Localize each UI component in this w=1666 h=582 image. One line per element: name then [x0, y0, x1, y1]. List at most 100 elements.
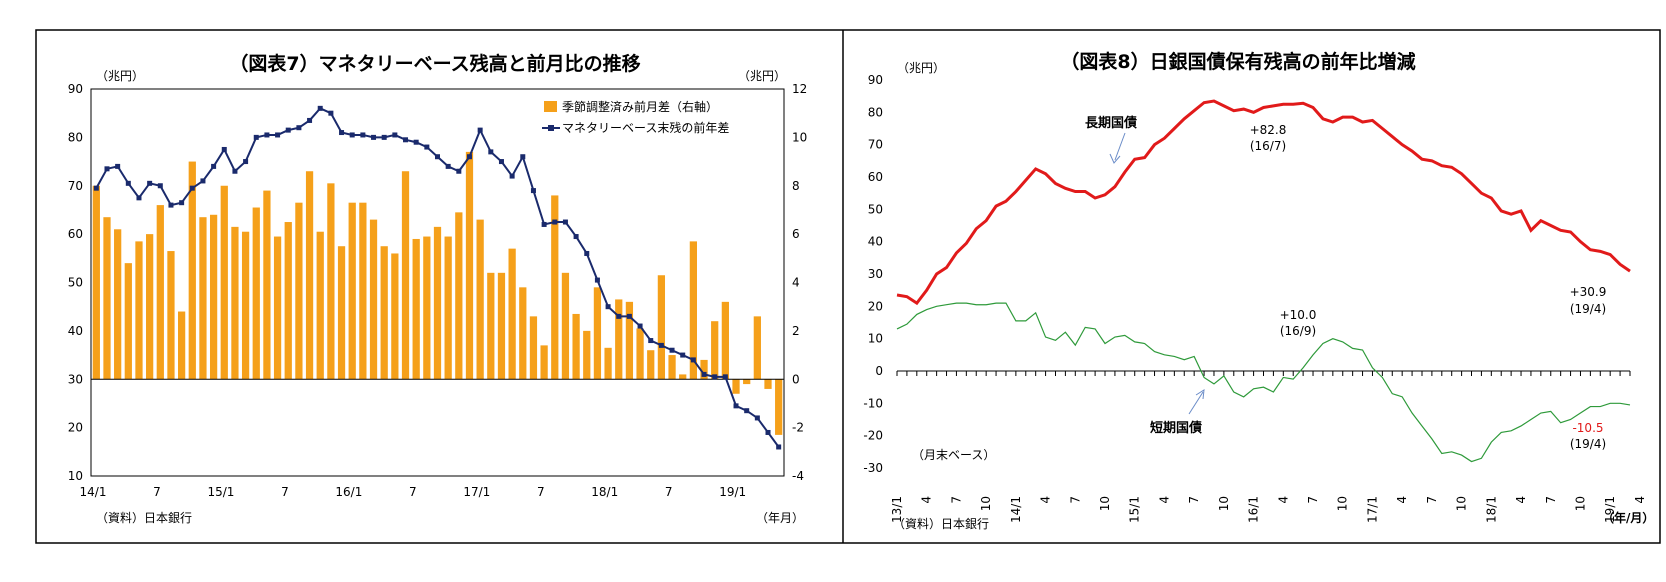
bar — [263, 190, 271, 380]
bar — [92, 185, 100, 380]
right-y-tick-label: 10 — [792, 130, 807, 144]
bar — [348, 202, 356, 380]
line-point — [147, 180, 153, 186]
line-point — [285, 127, 291, 133]
bar — [508, 248, 516, 380]
bar — [711, 321, 719, 380]
bar — [604, 347, 612, 380]
line-point — [157, 183, 163, 189]
line-point — [530, 188, 536, 194]
series-label-short: 短期国債 — [1150, 420, 1202, 436]
x-tick-label: 10 — [1217, 496, 1231, 511]
x-tick-label: 4 — [1514, 496, 1528, 504]
bar — [284, 222, 292, 380]
x-tick-label: 7 — [949, 496, 963, 504]
x-tick-label: 4 — [1276, 496, 1290, 504]
bar — [177, 311, 186, 380]
bar — [231, 226, 239, 380]
bar — [689, 241, 698, 380]
y-tick-label: 0 — [875, 364, 883, 378]
bar — [135, 241, 143, 380]
left-y-tick-label: 40 — [68, 324, 83, 338]
x-tick-label: 15/1 — [207, 485, 234, 499]
line-point — [392, 132, 398, 138]
right-y-tick-label: 0 — [792, 372, 800, 386]
x-tick-label: 16/1 — [1247, 496, 1261, 523]
bar — [103, 217, 111, 380]
right-y-tick-label: 8 — [792, 179, 800, 193]
line-point — [776, 444, 782, 450]
x-tick-label: 10 — [1336, 496, 1350, 511]
line-point — [626, 313, 632, 319]
bar — [423, 236, 431, 380]
bar — [209, 214, 218, 380]
x-tick-label: 7 — [409, 485, 417, 499]
left-y-tick-label: 80 — [68, 130, 83, 144]
bar — [114, 229, 122, 380]
x-tick-label: 7 — [665, 485, 673, 499]
line-point — [93, 185, 99, 191]
legend-line-label: マネタリーベース末残の前年差 — [562, 120, 729, 135]
line-point — [413, 139, 419, 145]
bar — [305, 171, 314, 380]
bar — [273, 236, 282, 380]
x-tick-label: 10 — [979, 496, 993, 511]
bar — [156, 205, 164, 380]
bar — [252, 207, 260, 380]
x-tick-label: 10 — [1455, 496, 1469, 511]
y-tick-label: 70 — [868, 138, 883, 152]
x-tick-label: 7 — [537, 485, 545, 499]
bar — [732, 379, 740, 394]
x-tick-label: 19/1 — [719, 485, 746, 499]
annotation-long-end-date: (19/4) — [1570, 302, 1606, 316]
left-y-tick-label: 70 — [68, 179, 83, 193]
series-label-long: 長期国債 — [1085, 115, 1137, 131]
right-chart-title: （図表8）日銀国債保有残高の前年比増減 — [1060, 50, 1415, 73]
x-tick-label: 7 — [1187, 496, 1201, 504]
bar — [679, 374, 687, 380]
bar — [775, 379, 783, 435]
bar-series — [92, 151, 783, 435]
x-tick-label: 7 — [1425, 496, 1439, 504]
left-plot-area — [90, 88, 785, 477]
line-point — [573, 234, 579, 240]
left-y-tick-label: 60 — [68, 227, 83, 241]
line-point — [115, 163, 121, 169]
bar — [657, 275, 666, 380]
line-point — [371, 134, 377, 140]
line-point — [189, 185, 195, 191]
line-point — [211, 163, 217, 169]
bar — [551, 195, 559, 380]
bar — [497, 272, 506, 380]
right-chart-unit: （兆円） — [897, 61, 945, 75]
bar — [369, 219, 378, 380]
left-chart-title: （図表7）マネタリーベース残高と前月比の推移 — [229, 52, 640, 75]
line-point — [722, 374, 728, 380]
chart-right: （図表8）日銀国債保有残高の前年比増減 （兆円） -30 -20 -10 0 10 20 3… — [863, 50, 1654, 531]
bar — [753, 316, 761, 380]
bar — [295, 202, 303, 380]
left-source: （資料）日本銀行 — [96, 511, 192, 525]
x-ticks: 14/1 7 15/1 7 16/1 7 17/1 7 18/1 7 19/1 — [80, 485, 747, 499]
legend: 季節調整済み前月差（右軸） マネタリーベース末残の前年差 — [538, 96, 776, 140]
legend-line-marker — [548, 125, 554, 131]
line-point — [552, 219, 558, 225]
x-tick-label: 4 — [920, 496, 934, 504]
line-point — [445, 163, 451, 169]
line-point — [264, 132, 270, 138]
line-point — [456, 168, 462, 174]
line-point — [605, 304, 611, 310]
bar — [241, 231, 250, 380]
bar — [444, 236, 452, 380]
x-tick-label: 15/1 — [1128, 496, 1142, 523]
bar — [529, 316, 538, 380]
bar — [625, 301, 634, 380]
right-y-tick-label: -4 — [792, 469, 804, 483]
bar — [561, 272, 570, 380]
y-tick-label: 80 — [868, 105, 883, 119]
line-point — [594, 277, 600, 283]
bar — [572, 313, 580, 380]
line-point — [669, 347, 675, 353]
line-point — [349, 132, 355, 138]
